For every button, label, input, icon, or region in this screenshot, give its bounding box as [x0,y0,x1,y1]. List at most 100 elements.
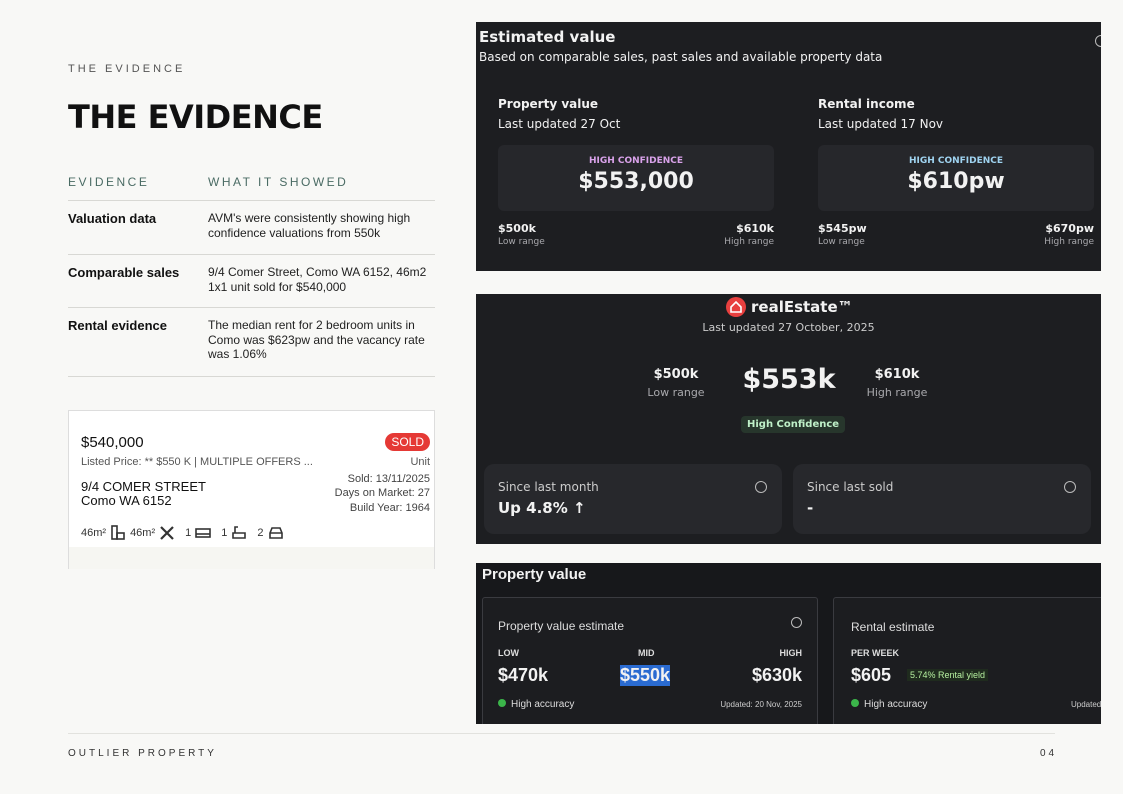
change-card: Since last sold - [793,464,1091,534]
sold-badge: SOLD [385,433,430,451]
high-label: HIGH [779,648,803,658]
high-label: High range [866,386,928,399]
accuracy-text: High accuracy [864,699,928,710]
table-row: Rental evidence The median rent for 2 bed… [68,307,435,377]
page-number: 04 [1040,748,1058,759]
confidence: HIGH CONFIDENCE [908,156,1004,166]
real-estimate-panel: realEstate™ Last updated 27 October, 202… [476,294,1101,544]
panel-title: Property value [482,566,587,583]
low-value: $500k [498,222,536,235]
eyebrow: THE EVIDENCE [68,63,186,75]
card-footer [69,547,434,569]
address: 9/4 COMER STREET [81,479,206,494]
page-title: THE EVIDENCE [68,98,323,136]
table-row: Valuation data AVM's were consistently sh… [68,200,435,254]
sold-date: Sold: 13/11/2025 [347,473,430,485]
rental-yield: 5.74% Rental yield [907,669,989,681]
brand-name: realEstate™ [751,298,853,316]
high-label: High range [1044,237,1094,247]
listing-price: $540,000 [81,434,144,451]
accuracy-text: High accuracy [511,699,575,710]
listing-card: $540,000 SOLD Listed Price: ** $550 K | … [68,410,435,569]
card-label: Since last sold [807,480,894,494]
low-label: LOW [498,648,519,658]
high-value: $630k [751,665,802,685]
cell: AVM's were consistently showing high con… [208,211,411,240]
days-on-market: Days on Market: 27 [334,487,430,499]
low-label: Low range [647,386,705,399]
rental-card: Rental estimate PER WEEK $605 5.74% Rent… [833,597,1101,724]
mid-label: MID [638,648,655,658]
cell: 9/4 Comer Street, Como WA 6152, 46m2 1x1… [208,265,427,294]
low-value: $470k [498,665,549,685]
cell: Valuation data [68,211,157,226]
column-updated: Last updated 17 Nov [818,117,944,131]
bath-icon [232,526,247,539]
low-label: Low range [818,237,865,247]
feature: 1 [221,527,228,539]
cell: Comparable sales [68,265,180,280]
card-label: Property value estimate [498,619,625,633]
cell: The median rent for 2 bedroom units in C… [208,318,425,361]
cell: Rental evidence [68,318,167,333]
feature: 2 [257,527,264,539]
property-value-panel: Property value Property value estimate L… [476,563,1101,724]
updated: Updated: 20 Nov, 2025 [720,700,802,709]
info-icon [1095,35,1101,47]
feature: 46m² [81,527,107,539]
brand: realEstate™ [726,297,853,317]
confidence: HIGH CONFIDENCE [588,156,684,166]
change-card: Since last month Up 4.8% ↑ [484,464,782,534]
build-year: Build Year: 1964 [349,502,430,514]
confidence-badge: High Confidence [741,416,846,433]
low-value: $500k [653,367,699,382]
feature: 1 [185,527,192,539]
column-label: Property value [498,97,599,111]
high-value: $610k [874,367,920,382]
estimate-value: $610pw [907,169,1005,194]
land-icon [111,525,125,540]
column-updated: Last updated 27 Oct [498,117,621,131]
estimate-card: Property value estimate LOW MID HIGH $47… [482,597,818,724]
brand-logo [726,297,746,317]
card-value: Up 4.8% ↑ [498,499,586,517]
info-icon [1064,481,1076,493]
tools-icon [160,526,174,540]
table-row: Comparable sales 9/4 Comer Street, Como W… [68,254,435,307]
estimated-value-panel: Estimated value Based on comparable sale… [476,22,1101,271]
updated: Updated [1071,700,1101,709]
value-box: HIGH CONFIDENCE $553,000 [498,145,774,211]
column-header: WHAT IT SHOWED [208,175,349,189]
info-icon [791,617,802,628]
value-box: HIGH CONFIDENCE $610pw [818,145,1094,211]
status-dot [498,699,506,707]
property-type: Unit [410,456,430,468]
features: 46m² 46m² 1 1 2 [81,525,284,541]
listed-price: Listed Price: ** $550 K | MULTIPLE OFFER… [81,456,313,468]
status-dot [851,699,859,707]
feature: 46m² [130,527,156,539]
mid-value: $550k [620,665,671,686]
card-label: Since last month [498,480,599,494]
low-label: Low range [498,237,545,247]
info-icon [755,481,767,493]
rental-value: $605 [851,665,892,685]
bed-icon [195,528,212,538]
panel-subtitle: Based on comparable sales, past sales an… [479,50,883,64]
address: Como WA 6152 [81,493,172,508]
card-value: - [807,499,814,517]
accuracy: High accuracy [498,699,574,710]
card-label: Rental estimate [851,620,935,634]
column-label: Rental income [818,97,915,111]
updated: Last updated 27 October, 2025 [702,321,875,334]
footer-rule [68,733,1055,734]
panel-title: Estimated value [479,28,616,46]
accuracy: High accuracy [851,699,927,710]
high-value: $670pw [1045,222,1094,235]
high-value: $610k [736,222,774,235]
period: PER WEEK [851,648,900,658]
car-icon [268,527,283,539]
estimate-value: $553k [742,364,836,395]
column-header: EVIDENCE [68,175,150,189]
